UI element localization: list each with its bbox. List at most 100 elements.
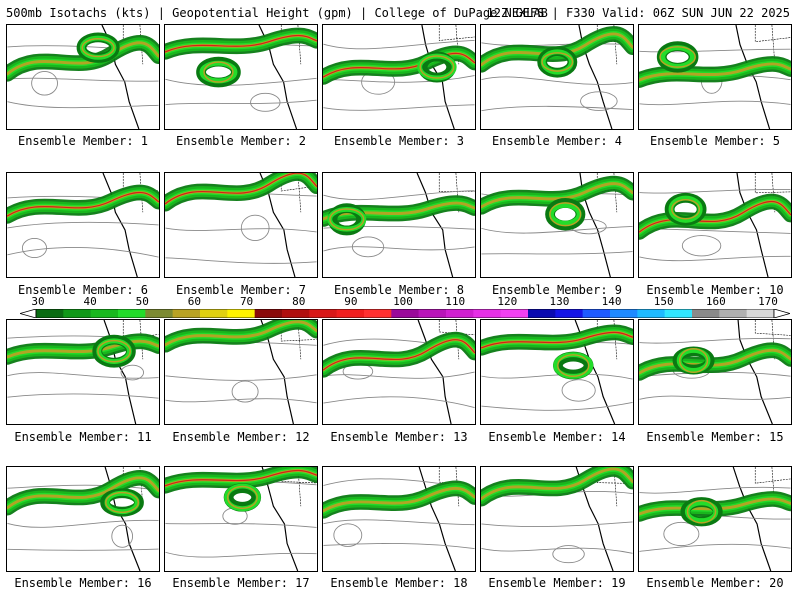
ensemble-member-map (7, 173, 159, 277)
isotach-band (226, 485, 258, 510)
ensemble-member-map (481, 25, 633, 129)
colorbar-tick-label: 50 (135, 295, 149, 308)
ensemble-member-panel (322, 466, 476, 572)
isotach-colorbar (20, 309, 790, 318)
isotach-band (7, 191, 159, 217)
isotach-band (481, 331, 633, 349)
colorbar-right-arrow (773, 309, 790, 318)
colorbar-swatch (692, 309, 720, 318)
colorbar-swatch (90, 309, 119, 318)
colorbar-tick-label: 70 (239, 295, 254, 308)
coastline (418, 467, 456, 571)
colorbar-tick-label: 90 (344, 295, 358, 308)
height-contour (21, 237, 48, 259)
height-contour (323, 39, 475, 50)
ensemble-member-label: Ensemble Member: 13 (330, 430, 468, 444)
isotach-band (639, 62, 791, 82)
height-contour (231, 380, 259, 403)
ensemble-member-map (639, 173, 791, 277)
ensemble-member-panel (322, 319, 476, 425)
ensemble-member-map (165, 320, 317, 424)
colorbar-tick-label: 140 (601, 295, 622, 308)
isotach-band (7, 339, 159, 359)
ensemble-member-label: Ensemble Member: 15 (646, 430, 784, 444)
height-contour (681, 235, 722, 257)
height-contour (7, 77, 159, 82)
ensemble-member-panel (480, 172, 634, 278)
ensemble-member-map (165, 25, 317, 129)
height-contour (639, 486, 791, 494)
isotach-band (105, 491, 140, 514)
height-contour (165, 551, 317, 558)
isotach-band (678, 347, 709, 373)
ensemble-member-map (481, 467, 633, 571)
height-contour (639, 48, 791, 53)
ensemble-member-map (481, 320, 633, 424)
isotach-band (165, 469, 317, 487)
isotach-band (165, 34, 317, 53)
isotach-band (165, 173, 317, 205)
isotach-band (540, 49, 574, 75)
isotach-band (7, 187, 159, 222)
colorbar-tick-label: 100 (393, 295, 413, 308)
ensemble-member-label: Ensemble Member: 11 (14, 430, 152, 444)
isotach-band (165, 320, 317, 351)
colorbar-tick-label: 80 (292, 295, 306, 308)
isotach-band (548, 202, 582, 226)
ensemble-member-map (639, 25, 791, 129)
height-contour (323, 246, 475, 252)
height-contour (580, 91, 618, 111)
ensemble-member-map (7, 467, 159, 571)
colorbar-tick-label: 130 (549, 295, 570, 308)
height-contour (323, 190, 475, 201)
ensemble-member-map (7, 320, 159, 424)
colorbar-swatch (254, 309, 283, 318)
isotach-band (541, 52, 574, 72)
ensemble-member-map (165, 467, 317, 571)
isotach-band (639, 348, 791, 375)
ensemble-member-label: Ensemble Member: 4 (491, 134, 623, 148)
ensemble-member-label: Ensemble Member: 6 (17, 283, 149, 297)
ensemble-member-label: Ensemble Member: 7 (175, 283, 307, 297)
political-border (122, 25, 159, 65)
height-contour (639, 228, 791, 234)
colorbar-swatch (63, 309, 91, 318)
ensemble-member-label: Ensemble Member: 9 (491, 283, 623, 297)
isotach-band (323, 339, 475, 371)
colorbar-tick-label: 160 (705, 295, 726, 308)
ensemble-member-panel (480, 24, 634, 130)
height-contour (552, 545, 585, 564)
isotach-band (686, 499, 717, 524)
height-contour (481, 251, 633, 255)
isotach-band (329, 208, 365, 231)
height-contour (481, 402, 633, 411)
ensemble-member-panel (164, 172, 318, 278)
ensemble-member-label: Ensemble Member: 14 (488, 430, 626, 444)
height-contour (7, 519, 159, 528)
isotach-band (97, 339, 131, 363)
isotach-band (660, 45, 695, 69)
colorbar-swatch (664, 309, 693, 318)
height-contour (165, 523, 317, 528)
colorbar-tick-label: 120 (497, 295, 518, 308)
ensemble-member-map (323, 173, 475, 277)
height-contour (323, 396, 475, 408)
colorbar-swatch (200, 309, 228, 318)
height-contour (323, 371, 475, 379)
isotach-band (639, 201, 791, 233)
ensemble-member-label: Ensemble Member: 10 (646, 283, 784, 297)
height-contour (561, 379, 596, 402)
coastline (732, 467, 772, 571)
ensemble-member-panel (164, 319, 318, 425)
ensemble-member-panel (6, 319, 160, 425)
colorbar-tick-label: 60 (187, 295, 202, 308)
height-contour (351, 236, 385, 258)
model-run-info: 12Z GEFS | F330 Valid: 06Z SUN JUN 22 20… (486, 6, 790, 20)
height-contour (165, 99, 317, 106)
coastline (736, 173, 769, 277)
height-contour (165, 257, 317, 264)
height-contour (7, 484, 159, 491)
height-contour (639, 188, 791, 194)
colorbar-swatch (555, 309, 583, 318)
isotach-band (639, 497, 791, 516)
